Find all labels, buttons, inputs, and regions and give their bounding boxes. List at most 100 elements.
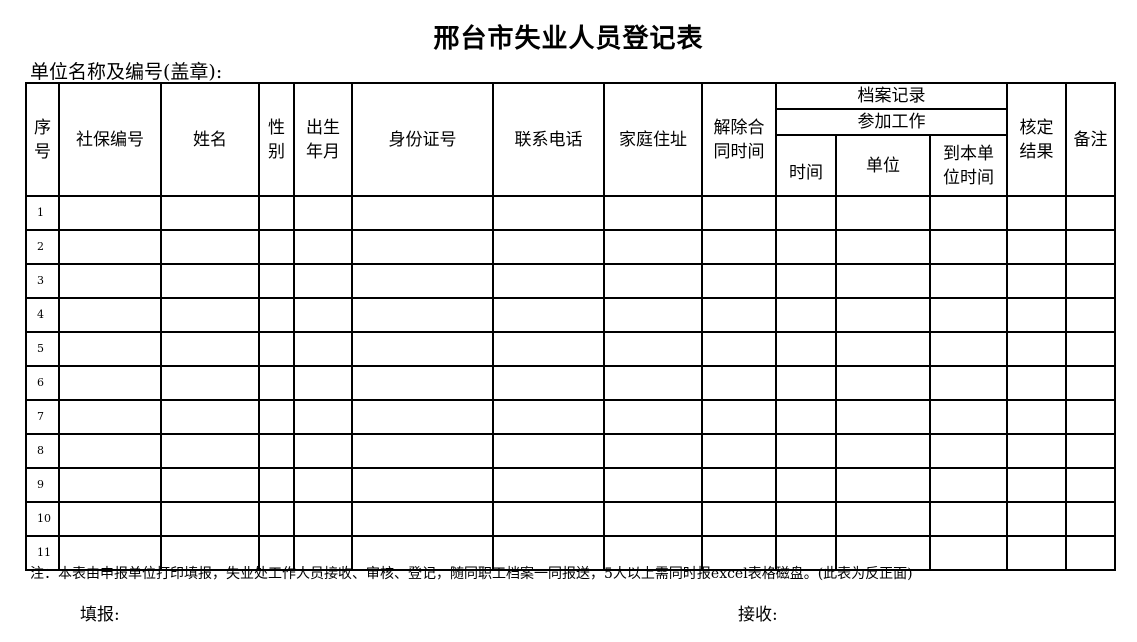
table-cell[interactable] bbox=[1006, 535, 1067, 571]
table-cell[interactable] bbox=[1065, 195, 1116, 231]
table-cell[interactable] bbox=[351, 297, 494, 333]
table-cell[interactable] bbox=[603, 297, 703, 333]
table-cell[interactable] bbox=[293, 331, 353, 367]
table-cell[interactable] bbox=[492, 501, 605, 537]
table-cell[interactable] bbox=[293, 399, 353, 435]
table-cell[interactable] bbox=[293, 501, 353, 537]
table-cell[interactable] bbox=[492, 365, 605, 401]
table-cell[interactable] bbox=[1006, 195, 1067, 231]
table-cell[interactable] bbox=[929, 229, 1008, 265]
table-cell[interactable] bbox=[775, 433, 837, 469]
table-cell[interactable] bbox=[492, 399, 605, 435]
table-cell[interactable] bbox=[58, 195, 162, 231]
table-cell[interactable] bbox=[835, 535, 931, 571]
table-cell[interactable] bbox=[775, 399, 837, 435]
table-cell[interactable] bbox=[58, 297, 162, 333]
table-cell[interactable] bbox=[701, 297, 777, 333]
table-cell[interactable] bbox=[835, 399, 931, 435]
table-cell[interactable] bbox=[351, 399, 494, 435]
table-cell[interactable] bbox=[258, 229, 295, 265]
table-cell[interactable] bbox=[1006, 229, 1067, 265]
table-cell[interactable] bbox=[603, 331, 703, 367]
table-cell[interactable] bbox=[775, 195, 837, 231]
table-cell[interactable] bbox=[835, 229, 931, 265]
table-cell[interactable] bbox=[492, 263, 605, 299]
table-cell[interactable] bbox=[775, 535, 837, 571]
table-cell[interactable] bbox=[351, 433, 494, 469]
table-cell[interactable] bbox=[603, 433, 703, 469]
table-cell[interactable] bbox=[293, 195, 353, 231]
table-cell[interactable] bbox=[701, 195, 777, 231]
table-cell[interactable] bbox=[929, 433, 1008, 469]
table-cell[interactable] bbox=[160, 297, 260, 333]
table-cell[interactable] bbox=[775, 297, 837, 333]
table-cell[interactable] bbox=[835, 263, 931, 299]
table-cell[interactable] bbox=[160, 399, 260, 435]
table-cell[interactable] bbox=[293, 229, 353, 265]
table-cell[interactable] bbox=[603, 467, 703, 503]
table-cell[interactable] bbox=[701, 365, 777, 401]
table-cell[interactable] bbox=[1065, 297, 1116, 333]
table-cell[interactable] bbox=[258, 365, 295, 401]
table-cell[interactable] bbox=[293, 535, 353, 571]
table-cell[interactable] bbox=[929, 331, 1008, 367]
table-cell[interactable] bbox=[603, 263, 703, 299]
table-cell[interactable] bbox=[258, 501, 295, 537]
table-cell[interactable] bbox=[492, 229, 605, 265]
table-cell[interactable] bbox=[775, 331, 837, 367]
table-cell[interactable] bbox=[1006, 399, 1067, 435]
table-cell[interactable] bbox=[258, 195, 295, 231]
table-cell[interactable] bbox=[1006, 297, 1067, 333]
table-cell[interactable] bbox=[701, 433, 777, 469]
table-cell[interactable] bbox=[160, 331, 260, 367]
table-cell[interactable] bbox=[58, 399, 162, 435]
table-cell[interactable] bbox=[835, 297, 931, 333]
table-cell[interactable] bbox=[929, 467, 1008, 503]
table-cell[interactable] bbox=[775, 229, 837, 265]
table-cell[interactable] bbox=[1006, 433, 1067, 469]
table-cell[interactable] bbox=[293, 297, 353, 333]
table-cell[interactable] bbox=[492, 467, 605, 503]
table-cell[interactable] bbox=[58, 263, 162, 299]
table-cell[interactable] bbox=[160, 467, 260, 503]
table-cell[interactable] bbox=[293, 263, 353, 299]
table-cell[interactable] bbox=[603, 535, 703, 571]
table-cell[interactable] bbox=[775, 467, 837, 503]
table-cell[interactable] bbox=[258, 297, 295, 333]
table-cell[interactable] bbox=[701, 399, 777, 435]
table-cell[interactable] bbox=[1006, 467, 1067, 503]
table-cell[interactable] bbox=[1065, 501, 1116, 537]
table-cell[interactable] bbox=[160, 263, 260, 299]
table-cell[interactable] bbox=[492, 297, 605, 333]
table-cell[interactable] bbox=[160, 535, 260, 571]
table-cell[interactable] bbox=[1006, 365, 1067, 401]
table-cell[interactable] bbox=[603, 229, 703, 265]
table-cell[interactable] bbox=[58, 467, 162, 503]
table-cell[interactable] bbox=[58, 331, 162, 367]
table-cell[interactable] bbox=[775, 263, 837, 299]
table-cell[interactable] bbox=[835, 365, 931, 401]
table-cell[interactable] bbox=[58, 229, 162, 265]
table-cell[interactable] bbox=[929, 399, 1008, 435]
table-cell[interactable] bbox=[351, 331, 494, 367]
table-cell[interactable] bbox=[929, 263, 1008, 299]
table-cell[interactable] bbox=[1006, 331, 1067, 367]
table-cell[interactable] bbox=[258, 535, 295, 571]
table-cell[interactable] bbox=[160, 501, 260, 537]
table-cell[interactable] bbox=[1065, 331, 1116, 367]
table-cell[interactable] bbox=[293, 433, 353, 469]
table-cell[interactable] bbox=[293, 365, 353, 401]
table-cell[interactable] bbox=[351, 229, 494, 265]
table-cell[interactable] bbox=[603, 195, 703, 231]
table-cell[interactable] bbox=[258, 263, 295, 299]
table-cell[interactable] bbox=[1065, 433, 1116, 469]
table-cell[interactable] bbox=[835, 331, 931, 367]
table-cell[interactable] bbox=[351, 365, 494, 401]
table-cell[interactable] bbox=[1065, 535, 1116, 571]
table-cell[interactable] bbox=[351, 535, 494, 571]
table-cell[interactable] bbox=[835, 195, 931, 231]
table-cell[interactable] bbox=[58, 535, 162, 571]
table-cell[interactable] bbox=[160, 365, 260, 401]
table-cell[interactable] bbox=[1065, 365, 1116, 401]
table-cell[interactable] bbox=[603, 365, 703, 401]
